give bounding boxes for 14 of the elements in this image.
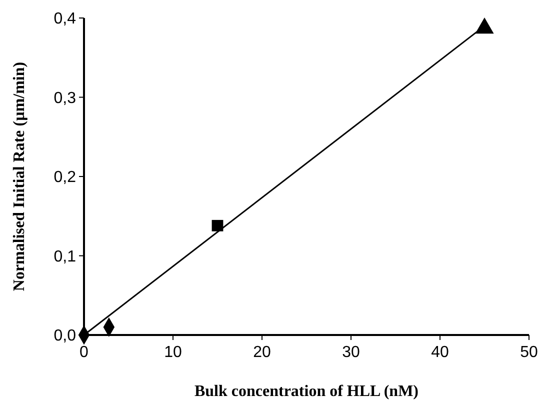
x-tick-label: 20 xyxy=(253,344,271,361)
y-tick-label: 0,3 xyxy=(54,90,76,107)
y-tick-label: 0,4 xyxy=(54,10,76,28)
y-tick-label: 0,0 xyxy=(54,328,76,345)
point xyxy=(212,220,224,232)
y-tick-label: 0,1 xyxy=(54,248,76,266)
x-tick-label: 40 xyxy=(431,344,449,361)
x-tick-label: 0 xyxy=(80,344,89,361)
x-tick-label: 30 xyxy=(342,344,360,361)
x-axis-title: Bulk concentration of HLL (nM) xyxy=(194,383,419,400)
y-tick-label: 0,2 xyxy=(54,169,76,186)
x-tick-label: 50 xyxy=(520,344,538,361)
x-tick-label: 10 xyxy=(164,344,182,361)
y-axis-title: Normalised Initial Rate (µm/min) xyxy=(11,62,28,292)
